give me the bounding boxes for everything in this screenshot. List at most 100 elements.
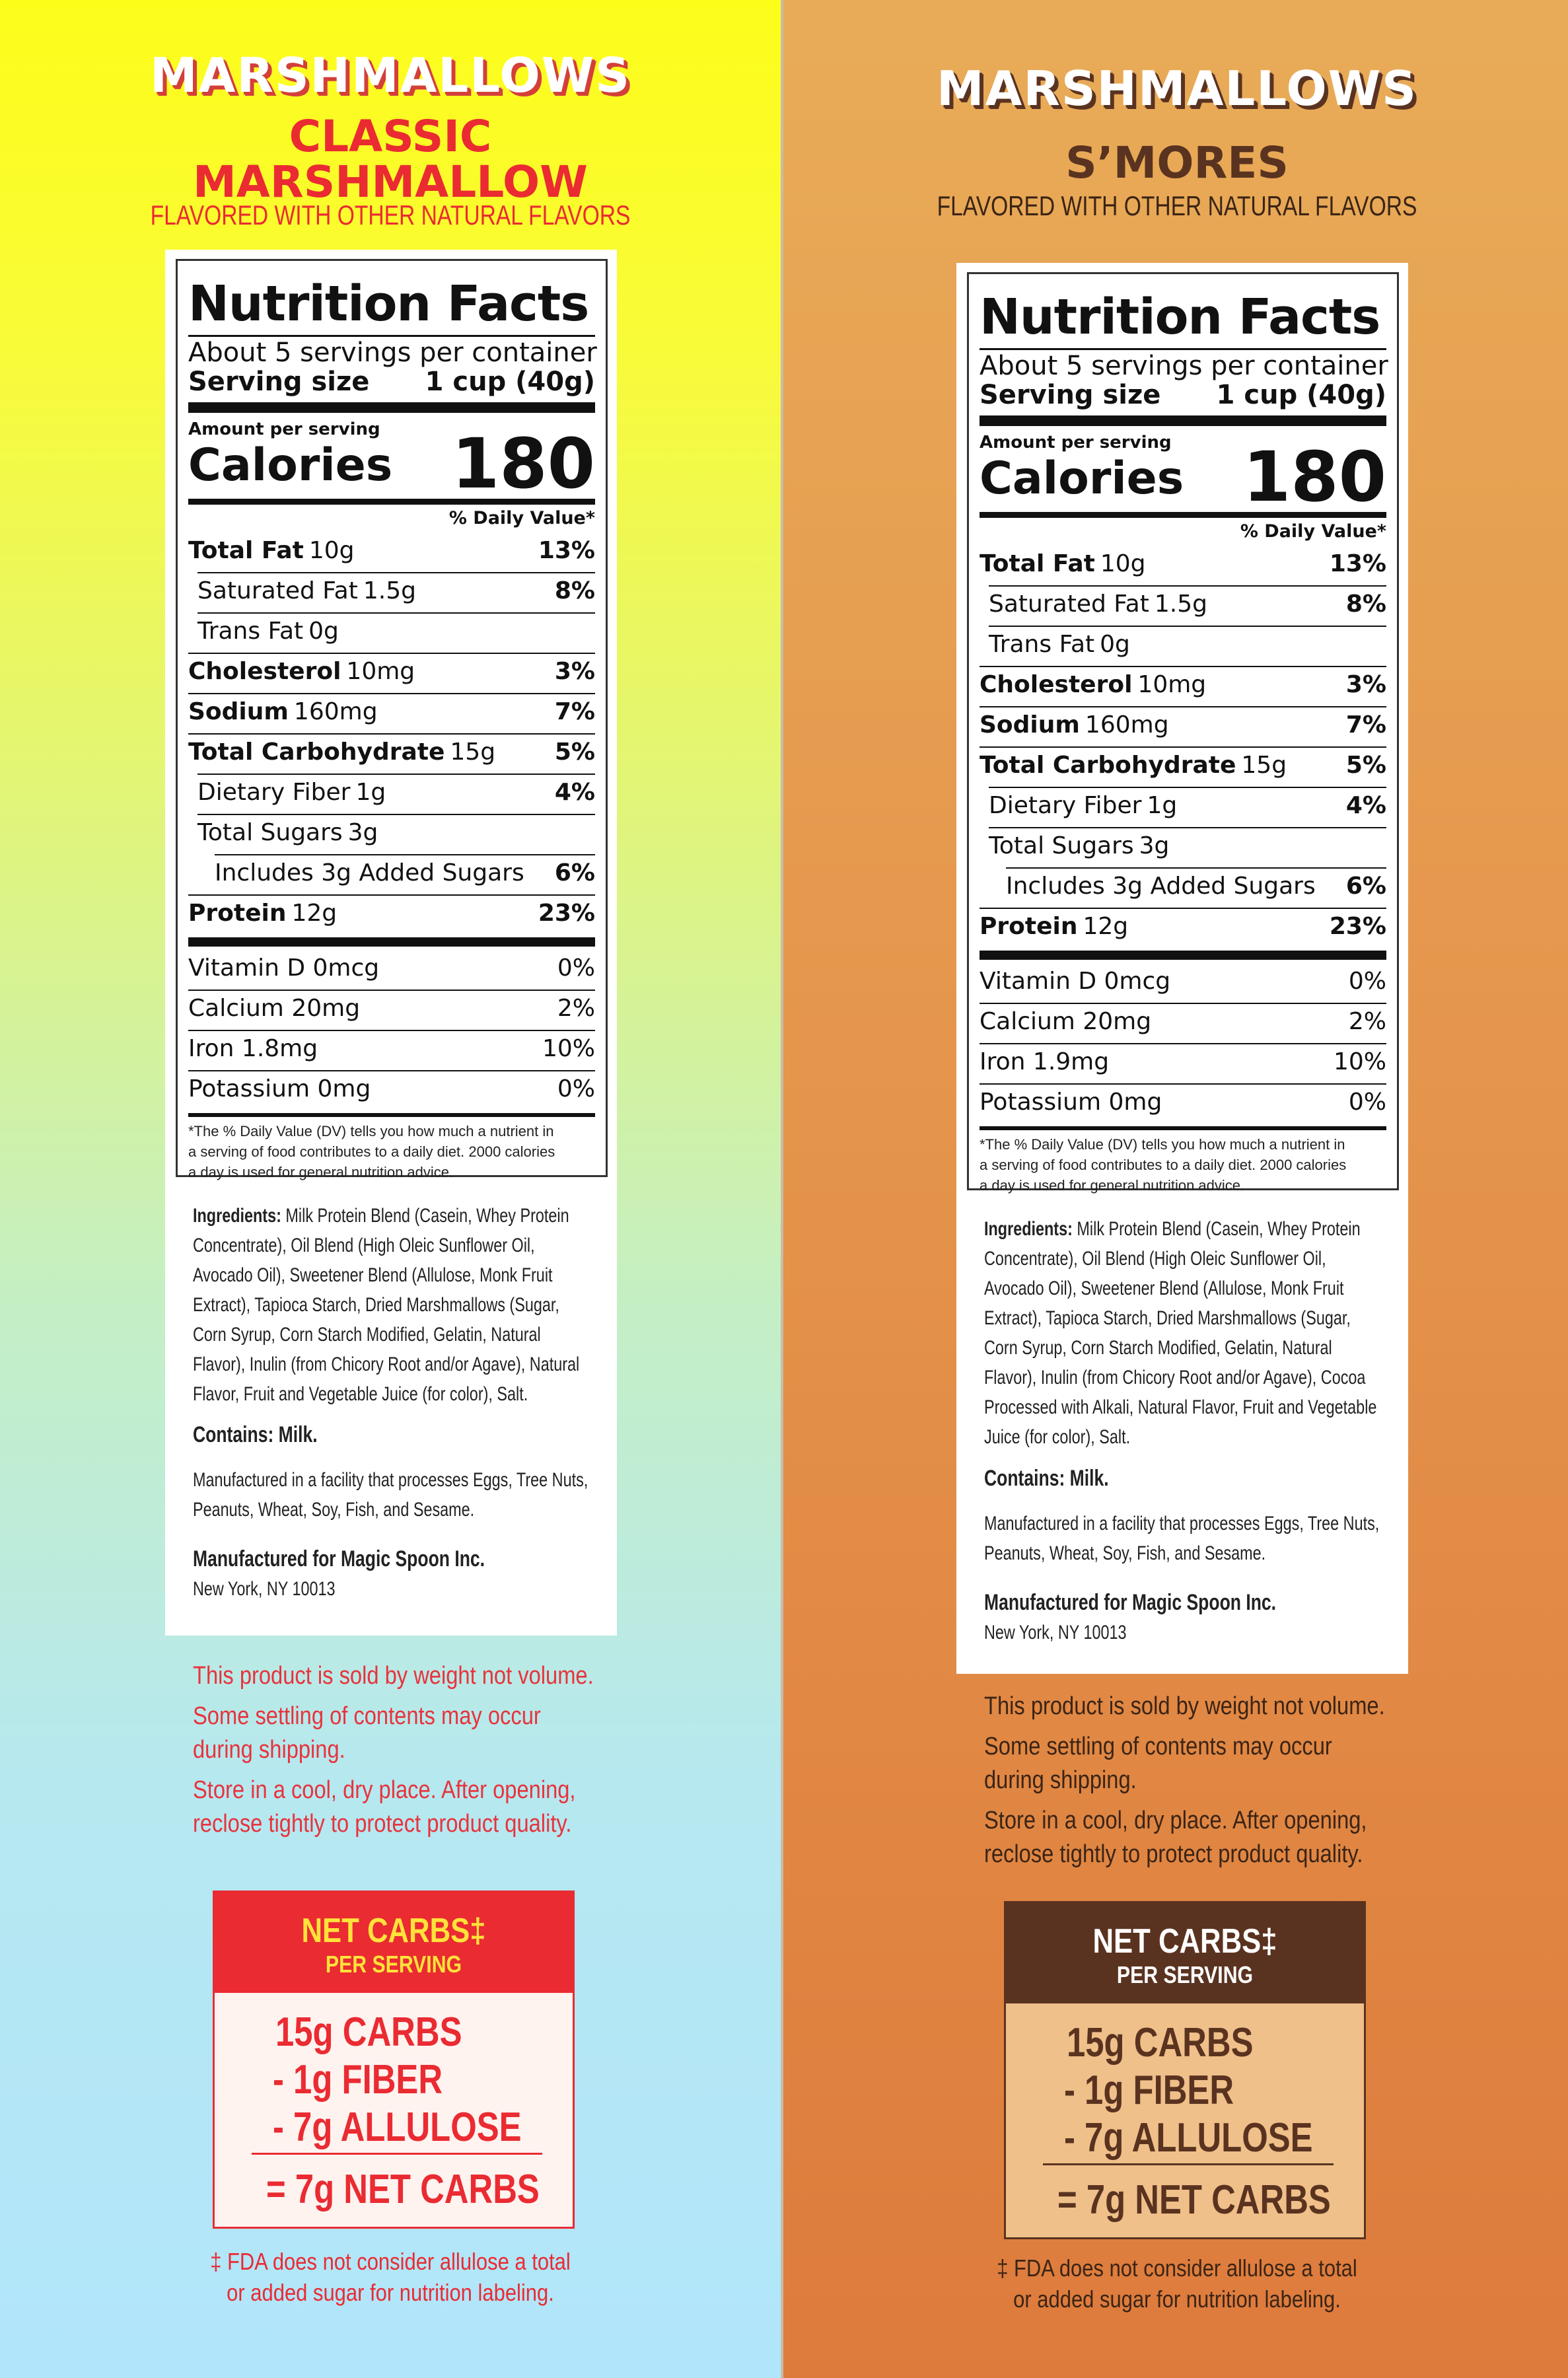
allulose-footnote-line-1: ‡ FDA does not consider allulose a total xyxy=(210,2248,571,2275)
nutrient-row: Cholesterol 10mg 3% xyxy=(188,658,595,685)
nutrient-daily-value: 7% xyxy=(554,698,595,725)
storage-note-line: Some settling of contents may occur xyxy=(984,1733,1332,1760)
nutrient-amount: 10mg xyxy=(346,658,415,685)
nutrient-label: Total Sugars xyxy=(197,819,343,846)
nutrient-amount: 10g xyxy=(308,537,355,564)
nutrient-amount: 12g xyxy=(1083,913,1129,940)
servings-per-container: About 5 servings per container xyxy=(188,338,597,368)
allulose-footnote: ‡ FDA does not consider allulose a total… xyxy=(55,2246,727,2308)
vitamin-row: Potassium 0mg 0% xyxy=(188,1075,595,1102)
flavor-line-1: S’MORES xyxy=(1065,137,1289,188)
label-card: Nutrition Facts About 5 servings per con… xyxy=(165,250,617,1636)
nutrient-row: Dietary Fiber 1g 4% xyxy=(980,792,1386,819)
nutrient-amount: 0g xyxy=(308,618,339,645)
calories-value: 180 xyxy=(451,423,595,504)
vitamin-label: Potassium 0mg xyxy=(188,1075,371,1102)
nutrient-row: Total Carbohydrate 15g 5% xyxy=(980,752,1386,779)
storage-note-line: Some settling of contents may occur xyxy=(193,1702,541,1730)
label-card: Nutrition Facts About 5 servings per con… xyxy=(956,263,1408,1674)
nutrient-label: Cholesterol xyxy=(980,671,1133,698)
nutrient-amount: 10g xyxy=(1100,550,1146,577)
nutrient-row: Protein 12g 23% xyxy=(188,900,595,927)
net-carbs-line: 15g CARBS xyxy=(275,2009,462,2055)
nutrient-label: Total Fat xyxy=(980,550,1095,577)
nutrient-label: Sodium xyxy=(980,711,1080,739)
nutrient-row: Total Sugars 3g xyxy=(980,832,1386,859)
amount-per-serving: Amount per serving xyxy=(188,419,380,439)
net-carbs-subtitle: PER SERVING xyxy=(325,1951,462,1978)
vitamin-row: Calcium 20mg 2% xyxy=(980,1008,1386,1035)
nutrient-daily-value: 3% xyxy=(1345,671,1386,698)
contains-statement: Contains: Milk. xyxy=(193,1422,318,1447)
vitamin-daily-value: 0% xyxy=(1348,1089,1386,1116)
calories-value: 180 xyxy=(1242,437,1386,517)
nutrient-daily-value: 4% xyxy=(554,779,595,806)
vitamin-daily-value: 0% xyxy=(1348,968,1386,995)
brand-title: MARSHMALLOWS xyxy=(150,48,631,103)
nutrient-amount: 15g xyxy=(450,739,496,766)
nutrient-daily-value: 5% xyxy=(1345,752,1386,779)
nutrient-label: Trans Fat xyxy=(989,631,1095,658)
nutrient-label: Dietary Fiber xyxy=(989,792,1142,819)
serving-size-label: Serving size xyxy=(188,367,370,397)
nutrient-daily-value: 7% xyxy=(1345,711,1386,739)
net-carbs-line: - 1g FIBER xyxy=(1064,2068,1234,2113)
vitamin-row: Iron 1.8mg 10% xyxy=(188,1035,595,1062)
nutrient-row: Total Sugars 3g xyxy=(188,819,595,846)
ingredients-label: Ingredients: xyxy=(193,1205,281,1227)
net-carbs-divider xyxy=(1043,2163,1334,2165)
facility-statement: Manufactured in a facility that processe… xyxy=(193,1469,588,1521)
daily-value-footnote: *The % Daily Value (DV) tells you how mu… xyxy=(980,1136,1347,1194)
nutrition-facts-panel: Nutrition Facts About 5 servings per con… xyxy=(176,259,608,1180)
nutrient-label: Protein xyxy=(188,900,287,927)
nutrient-row: Total Fat 10g 13% xyxy=(188,537,595,564)
storage-note-line: Store in a cool, dry place. After openin… xyxy=(193,1776,576,1804)
calories-label: Calories xyxy=(188,439,393,491)
vitamin-label: Vitamin D 0mcg xyxy=(980,968,1171,995)
nutrient-daily-value: 8% xyxy=(1345,591,1386,618)
nutrient-amount: 1g xyxy=(1147,792,1178,819)
storage-note-line: during shipping. xyxy=(984,1766,1137,1794)
nutrient-label: Total Carbohydrate xyxy=(980,752,1236,779)
allulose-footnote-line-1: ‡ FDA does not consider allulose a total xyxy=(997,2254,1357,2282)
vitamin-row: Vitamin D 0mcg 0% xyxy=(980,968,1386,995)
nutrient-daily-value: 13% xyxy=(538,537,595,564)
allulose-footnote-line-2: or added sugar for nutrition labeling. xyxy=(1013,2286,1341,2313)
nutrient-label: Dietary Fiber xyxy=(197,779,351,806)
flavor-line-2: MARSHMALLOW xyxy=(193,157,588,208)
net-carbs-result: = 7g NET CARBS xyxy=(266,2167,540,2212)
nutrient-row: Sodium 160mg 7% xyxy=(980,711,1386,739)
net-carbs-subtitle: PER SERVING xyxy=(1116,1961,1254,1988)
vitamin-row: Calcium 20mg 2% xyxy=(188,995,595,1022)
nutrient-row: Protein 12g 23% xyxy=(980,913,1386,940)
net-carbs-line: - 7g ALLULOSE xyxy=(273,2105,522,2150)
nutrient-row: Trans Fat 0g xyxy=(980,631,1386,658)
vitamin-daily-value: 2% xyxy=(557,995,595,1022)
nutrient-row: Sodium 160mg 7% xyxy=(188,698,595,725)
vitamin-row: Potassium 0mg 0% xyxy=(980,1089,1386,1116)
nutrient-daily-value: 23% xyxy=(1329,913,1386,940)
nutrient-amount: 1.5g xyxy=(1154,591,1207,618)
nutrient-row: Saturated Fat 1.5g 8% xyxy=(980,591,1386,618)
net-carbs-result: = 7g NET CARBS xyxy=(1057,2177,1331,2223)
contains-statement: Contains: Milk. xyxy=(984,1466,1109,1491)
nutrient-row: Includes 3g Added Sugars 6% xyxy=(980,873,1386,900)
nutrient-daily-value: 6% xyxy=(554,859,595,886)
vitamin-label: Vitamin D 0mcg xyxy=(188,955,380,982)
calories-label: Calories xyxy=(980,452,1184,505)
nutrient-daily-value: 6% xyxy=(1345,873,1386,900)
ingredients: Ingredients: Milk Protein Blend (Casein,… xyxy=(193,1201,594,1409)
ingredients-label: Ingredients: xyxy=(984,1218,1073,1240)
storage-note-line: reclose tightly to protect product quali… xyxy=(984,1840,1363,1868)
nutrient-amount: 1.5g xyxy=(363,577,416,604)
vitamin-row: Iron 1.9mg 10% xyxy=(980,1048,1386,1075)
calories-row: Calories 180 xyxy=(980,437,1386,517)
vitamin-label: Calcium 20mg xyxy=(980,1008,1152,1035)
vitamin-label: Potassium 0mg xyxy=(980,1089,1162,1116)
vitamin-daily-value: 2% xyxy=(1348,1008,1386,1035)
nutrient-row: Includes 3g Added Sugars 6% xyxy=(188,859,595,886)
allulose-footnote-line-2: or added sugar for nutrition labeling. xyxy=(227,2279,554,2306)
nutrient-label: Cholesterol xyxy=(188,658,341,685)
net-carbs-box: NET CARBS‡ PER SERVING 15g CARBS - 1g FIB… xyxy=(1004,1901,1366,2239)
vitamin-daily-value: 0% xyxy=(557,1075,595,1102)
